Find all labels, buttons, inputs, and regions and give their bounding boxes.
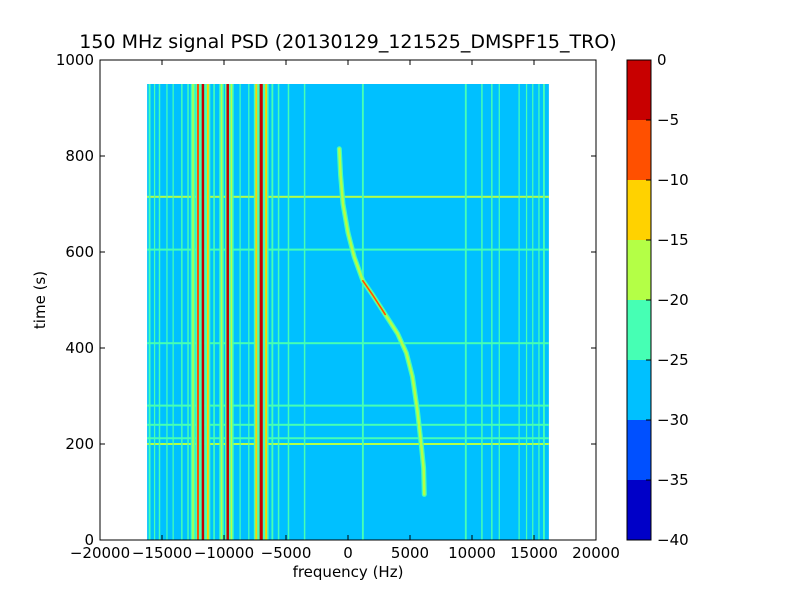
spectral-line xyxy=(532,84,534,540)
x-axis: −20000 −15000 −10000 −5000 0 5000 10000 15000 20… xyxy=(70,60,620,562)
spectral-line xyxy=(148,84,151,540)
spectral-line xyxy=(277,84,280,540)
y-tick-label: 0 xyxy=(84,531,94,549)
spectral-line xyxy=(172,84,174,540)
spectral-line xyxy=(481,84,483,540)
x-axis-label: frequency (Hz) xyxy=(293,563,404,581)
x-tick-label: −15000 xyxy=(132,544,192,562)
colorbar-segment xyxy=(627,480,651,540)
colorbar-tick-label: −5 xyxy=(657,111,679,129)
spectral-line xyxy=(498,84,500,540)
horizontal-line xyxy=(147,342,549,345)
spectral-line xyxy=(213,84,215,540)
colorbar-tick-label: 0 xyxy=(657,51,667,69)
colorbar-segment xyxy=(627,180,651,240)
colorbar-tick-label: −20 xyxy=(657,291,689,309)
colorbar-segment xyxy=(627,300,651,360)
y-tick-label: 600 xyxy=(65,243,94,261)
spectral-line xyxy=(361,84,364,540)
spectral-line xyxy=(239,84,241,540)
colorbar-tick-label: −30 xyxy=(657,411,689,429)
horizontal-line xyxy=(147,248,549,251)
spectral-line xyxy=(542,84,545,540)
spectral-line xyxy=(491,84,493,540)
x-tick-label: −10000 xyxy=(194,544,254,562)
x-tick-label: −5000 xyxy=(261,544,312,562)
colorbar-tick-label: −25 xyxy=(657,351,689,369)
colorbar-segment xyxy=(627,60,651,120)
spectral-line xyxy=(287,84,290,540)
x-tick-label: 0 xyxy=(343,544,353,562)
spectral-line xyxy=(271,84,274,540)
y-axis-label: time (s) xyxy=(31,271,49,329)
spectral-line xyxy=(255,84,258,540)
y-tick-label: 200 xyxy=(65,435,94,453)
x-tick-label: 20000 xyxy=(572,544,620,562)
chart-title: 150 MHz signal PSD (20130129_121525_DMSP… xyxy=(79,31,616,53)
colorbar-segment xyxy=(627,240,651,300)
colorbar-tick-label: −40 xyxy=(657,531,689,549)
y-tick-label: 400 xyxy=(65,339,94,357)
spectral-line xyxy=(206,84,209,540)
spectral-line xyxy=(464,84,467,540)
spectral-line xyxy=(538,84,540,540)
spectral-line xyxy=(201,84,205,540)
plot-area xyxy=(99,59,597,541)
spectral-line xyxy=(187,84,189,540)
spectral-line xyxy=(181,84,183,540)
y-axis: 0 200 400 600 800 1000 xyxy=(56,51,596,549)
x-tick-label: 15000 xyxy=(510,544,558,562)
spectral-line xyxy=(153,84,156,540)
y-tick-label: 1000 xyxy=(56,51,94,69)
horizontal-line xyxy=(147,195,549,198)
spectral-line xyxy=(158,84,161,540)
spectral-line xyxy=(248,84,250,540)
colorbar-tick-label: −15 xyxy=(657,231,689,249)
spectral-line xyxy=(196,84,199,540)
colorbar-segment xyxy=(627,120,651,180)
horizontal-line xyxy=(147,404,549,407)
x-tick-label: −20000 xyxy=(70,544,130,562)
spectral-line xyxy=(525,84,528,540)
horizontal-line xyxy=(147,423,549,426)
heatmap-layer xyxy=(147,84,549,540)
doppler-trace-peak xyxy=(362,280,386,316)
colorbar-tick-label: −35 xyxy=(657,471,689,489)
spectral-line xyxy=(518,84,520,540)
spectral-line xyxy=(303,84,306,540)
y-tick-label: 800 xyxy=(65,147,94,165)
colorbar-segment xyxy=(627,360,651,420)
spectral-line xyxy=(265,84,268,540)
colorbar: −40 −35 −30 −25 −20 −15 −10 −5 0 xyxy=(626,51,689,549)
colorbar-segment xyxy=(627,420,651,480)
x-tick-label: 5000 xyxy=(391,544,429,562)
horizontal-line xyxy=(147,437,549,440)
x-tick-label: 10000 xyxy=(448,544,496,562)
spectral-line xyxy=(230,84,233,540)
colorbar-tick-label: −10 xyxy=(657,171,689,189)
horizontal-line xyxy=(147,443,549,445)
spectral-line xyxy=(192,84,194,540)
spectral-line xyxy=(166,84,168,540)
spectral-line xyxy=(259,84,263,540)
spectral-line xyxy=(220,84,223,540)
spectral-line xyxy=(226,84,229,540)
